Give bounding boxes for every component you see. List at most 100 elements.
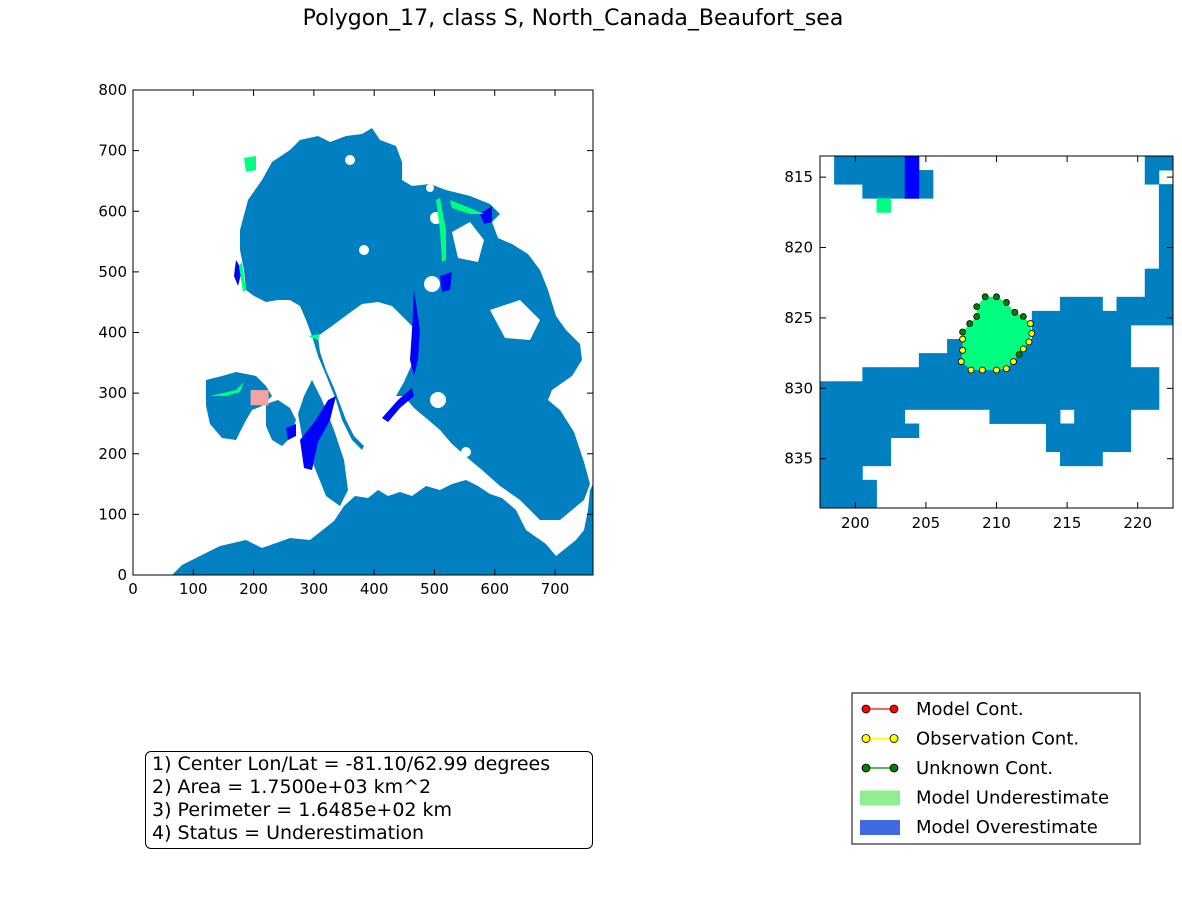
ocean-cell [904,395,920,410]
ocean-cell [1144,268,1160,284]
observation-contour-point [959,335,967,343]
ocean-cell [1102,310,1117,326]
ocean-cell [947,353,962,368]
ocean-cell [1102,381,1117,396]
ocean-cell [862,395,877,410]
ocean-cell [1031,324,1047,340]
ocean-cell [1088,423,1103,438]
ocean-cell [834,465,849,481]
ocean-cell [1144,395,1160,410]
observation-contour-point [978,366,986,374]
island [461,447,471,457]
island [359,245,369,255]
x-tick-label: 0 [128,580,138,598]
ocean-cell [932,353,948,368]
observation-contour-point [957,358,965,365]
ocean-cell [862,479,877,495]
x-tick-label: 200 [841,514,870,532]
ocean-cell [1031,367,1047,382]
ocean-cell [1102,409,1117,424]
ocean-cell [848,381,863,396]
zoom-map-cells [820,156,1173,508]
ocean-cell [918,353,934,368]
info-center-lonlat: 1) Center Lon/Lat = -81.10/62.99 degrees [152,753,551,775]
unknown-contour-point [959,328,967,336]
ocean-cell [1116,381,1132,396]
y-tick-label: 815 [784,168,813,186]
ocean-cell [1060,324,1075,340]
ocean-cell [918,367,934,382]
legend-marker [889,734,899,743]
ocean-cell [876,409,891,424]
ocean-cell [820,451,835,467]
ocean-cell [848,437,863,453]
ocean-cell [820,493,835,508]
overview-map-ticks: 0 100 200 300 400 500 600 700 0 100 200 300 400 500 60… [98,81,593,598]
info-area: 2) Area = 1.7500e+03 km^2 [152,776,432,798]
legend-marker [889,704,899,714]
ocean-cell [975,381,990,396]
ocean-cell [876,156,891,171]
unknown-contour-point [1015,351,1023,358]
ocean-cell [862,184,877,199]
ocean-cell [862,493,877,508]
unknown-contour-point [1011,308,1019,316]
legend-marker [861,734,871,743]
legend-patch [860,820,900,835]
ocean-cell [1017,367,1033,382]
x-tick-label: 205 [912,514,941,532]
legend: Model Cont. Observation Cont. Unknown Cont… [851,692,1141,845]
ocean-cell [1003,395,1019,410]
underestimate-band [210,382,244,396]
ocean-cell [1088,353,1103,368]
ocean-cell [1060,339,1075,354]
ocean-cell [876,367,891,382]
overestimate-cell [904,156,920,171]
zoom-map-ticks: 200 205 210 215 220 815 820 825 830 835 [784,156,1173,532]
y-tick-label: 500 [98,263,127,281]
ocean-cell [932,395,948,410]
selected-polygon-highlight [250,390,269,406]
underestimate-cell [876,198,891,213]
figure-title: Polygon_17, class S, North_Canada_Beaufo… [302,6,844,31]
ocean-cell [1102,437,1117,453]
y-tick-label: 800 [98,81,127,99]
ocean-cell [1031,310,1047,326]
ocean-cell [1158,310,1173,326]
ocean-cell [1045,353,1061,368]
observation-contour-point [1010,358,1017,365]
ocean-cell [820,381,835,396]
overestimate-cell [904,184,920,199]
ocean-cell [834,493,849,508]
ocean-cell [890,184,906,199]
ocean-cell [890,395,906,410]
ocean-cell [1144,310,1160,326]
ocean-cell [834,437,849,453]
ocean-cell [961,395,976,410]
ocean-cell [989,395,1004,410]
ocean-cell [876,423,891,438]
observation-contour-point [993,366,1000,374]
overestimate-band [410,290,420,376]
zoom-map-panel: 200 205 210 215 220 815 820 825 830 835 [784,155,1174,532]
legend-label: Model Cont. [916,699,1024,720]
ocean-cell [820,479,821,495]
ocean-cell [1116,437,1132,453]
ocean-cell [1074,451,1089,467]
ocean-cell [820,395,821,410]
ocean-cell [1130,310,1146,326]
ocean-cell [1074,381,1089,396]
ocean-cell [1102,395,1117,410]
ocean-cell [1074,310,1089,326]
ocean-cell [1144,170,1160,185]
ocean-cell [1144,282,1160,298]
ocean-cell [834,170,849,185]
ocean-cell [848,479,863,495]
ocean-cell [1074,296,1089,312]
ocean-cell [834,451,849,467]
observation-contour-point [1028,330,1036,337]
ocean-cell [1045,409,1061,424]
y-tick-label: 0 [117,566,127,584]
ocean-cell [989,409,1004,424]
unknown-contour-point [981,293,989,301]
